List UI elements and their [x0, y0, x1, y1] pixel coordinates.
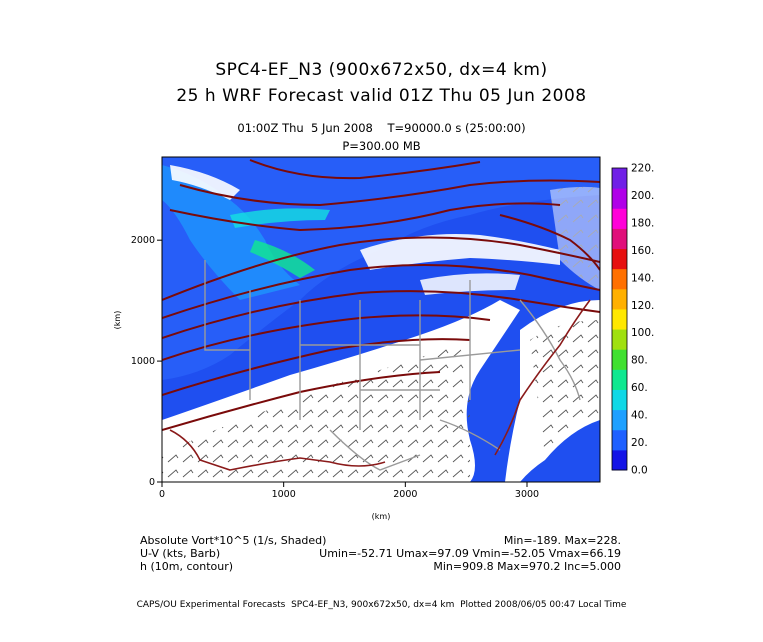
colorbar-swatch — [612, 208, 627, 229]
colorbar-tick-label: 140. — [631, 272, 654, 284]
pressure-level: P=300.00 MB — [342, 139, 421, 153]
colorbar-swatch — [612, 188, 627, 209]
colorbar-tick-label: 40. — [631, 410, 648, 422]
x-axis-ticks: 0 1000 2000 3000 — [159, 482, 539, 500]
colorbar-tick-label: 200. — [631, 190, 654, 202]
x-tick-label: 3000 — [515, 489, 539, 500]
x-tick-label: 0 — [159, 489, 165, 500]
colorbar-swatch — [612, 409, 627, 431]
field1-stats: Min=-189. Max=228. — [503, 534, 621, 547]
field2-label: U-V (kts, Barb) — [140, 547, 221, 560]
colorbar-tick-label: 100. — [631, 327, 654, 339]
colorbar-tick-label: 120. — [631, 300, 654, 312]
y-tick-label: 2000 — [131, 235, 155, 246]
field3-stats: Min=909.8 Max=970.2 Inc=5.000 — [433, 560, 621, 573]
colorbar: 0.0 20. 40. 60. 80. 100. 120. 140. 160. 180. 200. 2… — [611, 163, 654, 477]
colorbar-swatch — [612, 449, 627, 471]
y-tick-label: 1000 — [131, 356, 155, 367]
x-axis-label: (km) — [372, 512, 391, 521]
colorbar-tick-label: 60. — [631, 382, 648, 394]
colorbar-frame — [611, 167, 628, 471]
colorbar-swatch — [612, 228, 627, 250]
colorbar-swatch — [612, 429, 627, 451]
field2-stats: Umin=-52.71 Umax=97.09 Vmin=-52.05 Vmax=… — [319, 547, 621, 560]
colorbar-tick-label: 220. — [631, 163, 654, 175]
colorbar-tick-label: 0.0 — [631, 465, 648, 477]
y-tick-label: 0 — [149, 477, 155, 488]
colorbar-swatch — [612, 329, 627, 350]
credits: CAPS/OU Experimental Forecasts SPC4-EF_N… — [136, 600, 627, 610]
colorbar-swatch — [612, 308, 627, 330]
state-boundaries — [204, 260, 581, 471]
colorbar-tick-label: 80. — [631, 355, 648, 367]
y-axis-ticks: 0 1000 2000 — [131, 235, 162, 488]
plot-area — [162, 157, 600, 482]
colorbar-tick-label: 160. — [631, 245, 654, 257]
title-line-2: 25 h WRF Forecast valid 01Z Thu 05 Jun 2… — [176, 86, 587, 106]
colorbar-tick-label: 180. — [631, 217, 654, 229]
field1-label: Absolute Vort*10^5 (1/s, Shaded) — [140, 534, 327, 547]
y-axis-label: (km) — [113, 311, 122, 330]
colorbar-swatch — [612, 268, 627, 290]
coastlines — [169, 299, 591, 471]
title-line-1: SPC4-EF_N3 (900x672x50, dx=4 km) — [215, 60, 548, 80]
colorbar-swatch — [612, 389, 627, 411]
height-contours — [162, 159, 600, 431]
colorbar-swatch — [612, 349, 627, 370]
colorbar-swatch — [612, 168, 627, 189]
colorbar-swatch — [612, 369, 627, 390]
colorbar-swatch — [612, 248, 627, 270]
colorbar-swatch — [612, 288, 627, 310]
colorbar-tick-label: 20. — [631, 437, 648, 449]
x-tick-label: 1000 — [272, 489, 296, 500]
time-info: 01:00Z Thu 5 Jun 2008 T=90000.0 s (25:00… — [237, 121, 526, 135]
x-tick-label: 2000 — [393, 489, 417, 500]
field3-label: h (10m, contour) — [140, 560, 234, 573]
